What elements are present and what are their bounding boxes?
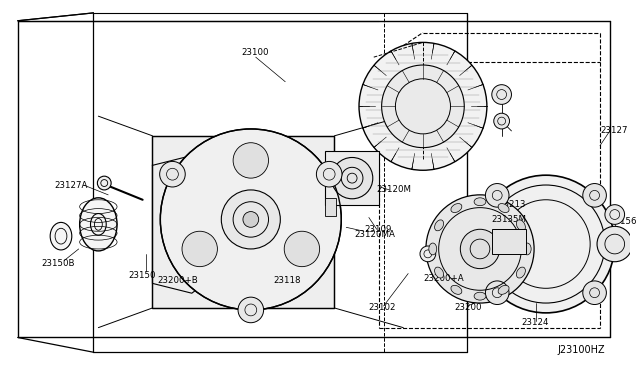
Circle shape — [238, 297, 264, 323]
Circle shape — [605, 205, 625, 224]
Bar — [152, 136, 335, 308]
Circle shape — [485, 281, 509, 305]
Circle shape — [583, 183, 606, 207]
Circle shape — [485, 183, 509, 207]
Ellipse shape — [50, 222, 72, 250]
Text: 23200: 23200 — [454, 304, 482, 312]
Text: 23150: 23150 — [128, 271, 156, 280]
Polygon shape — [152, 155, 211, 293]
Ellipse shape — [451, 285, 462, 294]
Text: 23120MA: 23120MA — [354, 230, 395, 239]
Circle shape — [161, 129, 341, 310]
Circle shape — [597, 226, 632, 262]
Circle shape — [316, 161, 342, 187]
Circle shape — [494, 113, 509, 129]
Circle shape — [426, 195, 534, 303]
Ellipse shape — [474, 198, 486, 206]
Ellipse shape — [516, 220, 525, 231]
Circle shape — [460, 229, 500, 269]
Ellipse shape — [498, 203, 509, 212]
Text: 23127A: 23127A — [54, 180, 88, 189]
Circle shape — [221, 190, 280, 249]
Text: 23100: 23100 — [241, 48, 269, 57]
Bar — [324, 198, 337, 215]
Text: 23213: 23213 — [499, 200, 526, 209]
Ellipse shape — [168, 203, 196, 240]
Circle shape — [359, 42, 487, 170]
Ellipse shape — [516, 267, 525, 278]
Text: 23109: 23109 — [364, 225, 391, 234]
Ellipse shape — [435, 267, 444, 278]
Text: 23102: 23102 — [369, 304, 396, 312]
Ellipse shape — [420, 246, 436, 262]
Text: 23156: 23156 — [610, 217, 637, 226]
Circle shape — [477, 175, 615, 313]
Ellipse shape — [332, 157, 372, 199]
Ellipse shape — [97, 176, 111, 190]
Circle shape — [233, 143, 269, 178]
Ellipse shape — [524, 243, 531, 255]
Circle shape — [159, 161, 185, 187]
Circle shape — [284, 231, 319, 267]
Text: 23127: 23127 — [600, 126, 627, 135]
Circle shape — [492, 85, 511, 105]
Circle shape — [243, 212, 259, 227]
Ellipse shape — [498, 285, 509, 294]
Circle shape — [381, 65, 464, 148]
Text: 23200+A: 23200+A — [423, 274, 463, 283]
Text: 23200+B: 23200+B — [157, 276, 198, 285]
Text: 23124: 23124 — [522, 318, 549, 327]
Circle shape — [583, 281, 606, 305]
Text: 23135M: 23135M — [492, 215, 527, 224]
Circle shape — [182, 231, 218, 267]
Text: J23100HZ: J23100HZ — [557, 345, 605, 355]
Ellipse shape — [435, 220, 444, 231]
Bar — [492, 229, 526, 254]
Ellipse shape — [429, 243, 436, 255]
Ellipse shape — [451, 203, 462, 212]
Ellipse shape — [79, 198, 117, 251]
Bar — [324, 151, 379, 205]
Text: 23120M: 23120M — [377, 185, 412, 195]
Text: 23150B: 23150B — [42, 259, 75, 268]
Ellipse shape — [474, 292, 486, 300]
Text: 23118: 23118 — [273, 276, 301, 285]
